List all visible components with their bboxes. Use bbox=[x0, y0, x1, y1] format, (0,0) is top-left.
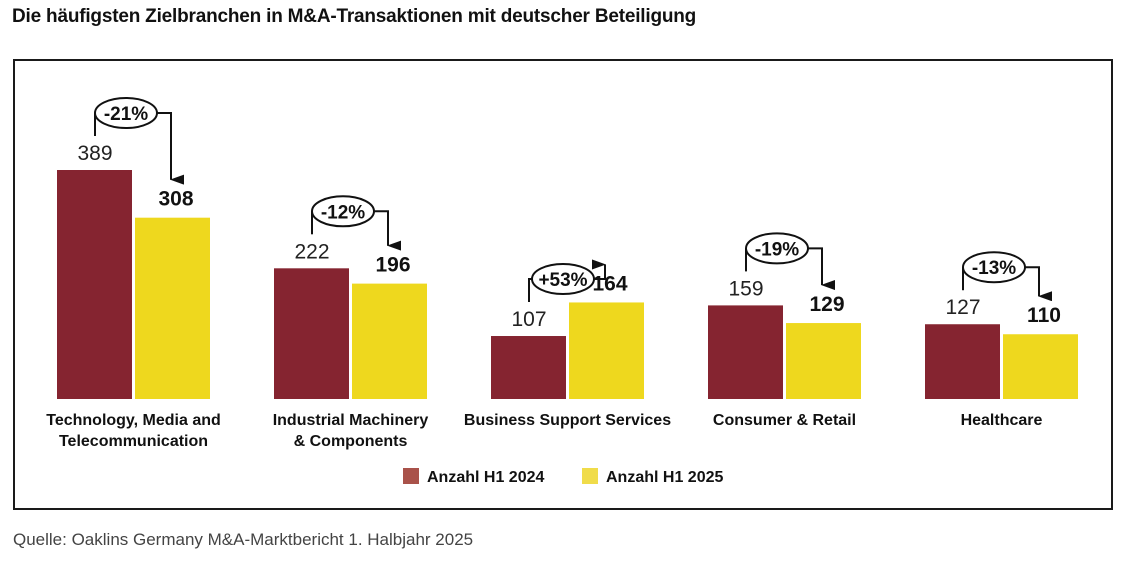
value-label-2025: 110 bbox=[1027, 304, 1061, 327]
bar-h1-2024 bbox=[57, 170, 132, 399]
change-label: -19% bbox=[755, 239, 799, 260]
bar-h1-2024 bbox=[274, 268, 349, 399]
category-label: Healthcare bbox=[961, 412, 1043, 429]
value-label-2025: 164 bbox=[592, 272, 627, 295]
value-label-2024: 159 bbox=[728, 277, 763, 300]
chart-title: Die häufigsten Zielbranchen in M&A-Trans… bbox=[12, 6, 697, 27]
change-label: -13% bbox=[972, 258, 1016, 279]
bar-h1-2024 bbox=[708, 305, 783, 399]
change-arrow bbox=[157, 112, 184, 185]
change-badge bbox=[745, 232, 809, 265]
value-label-2025: 308 bbox=[158, 188, 193, 211]
change-badge bbox=[311, 195, 375, 228]
chart-frame bbox=[13, 59, 1113, 510]
change-arrow bbox=[592, 259, 606, 281]
change-bracket-left bbox=[528, 278, 532, 303]
bar-h1-2025 bbox=[352, 283, 427, 399]
legend-label: Anzahl H1 2024 bbox=[427, 469, 544, 486]
category-label: Business Support Services bbox=[464, 412, 671, 429]
value-label-2024: 107 bbox=[511, 308, 546, 331]
value-label-2025: 196 bbox=[375, 254, 410, 277]
category-label: & Components bbox=[294, 433, 408, 450]
change-badge bbox=[94, 97, 158, 129]
change-label: -12% bbox=[321, 202, 365, 223]
bar-h1-2024 bbox=[491, 336, 566, 399]
category-label: Consumer & Retail bbox=[713, 412, 856, 429]
change-label: -21% bbox=[104, 104, 148, 125]
change-badge bbox=[531, 263, 595, 296]
legend-swatch bbox=[582, 468, 598, 484]
change-arrow bbox=[374, 210, 401, 251]
bar-h1-2024 bbox=[925, 324, 1000, 399]
value-label-2024: 127 bbox=[945, 296, 980, 319]
category-label: Telecommunication bbox=[59, 433, 208, 450]
bar-h1-2025 bbox=[135, 217, 210, 399]
category-label: Industrial Machinery bbox=[273, 412, 429, 429]
bar-h1-2025 bbox=[1003, 334, 1078, 399]
change-arrow bbox=[808, 247, 835, 291]
change-arrow bbox=[1025, 266, 1052, 302]
change-badge bbox=[962, 251, 1026, 284]
bar-h1-2025 bbox=[786, 323, 861, 399]
legend-label: Anzahl H1 2025 bbox=[606, 469, 723, 486]
value-label-2024: 389 bbox=[77, 142, 112, 165]
value-label-2024: 222 bbox=[294, 240, 329, 263]
category-label: Technology, Media and bbox=[46, 412, 221, 429]
bar-h1-2025 bbox=[569, 302, 644, 399]
change-label: +53% bbox=[538, 270, 587, 291]
source-note: Quelle: Oaklins Germany M&A-Marktbericht… bbox=[13, 530, 474, 549]
legend-swatch bbox=[403, 468, 419, 484]
value-label-2025: 129 bbox=[809, 293, 844, 316]
